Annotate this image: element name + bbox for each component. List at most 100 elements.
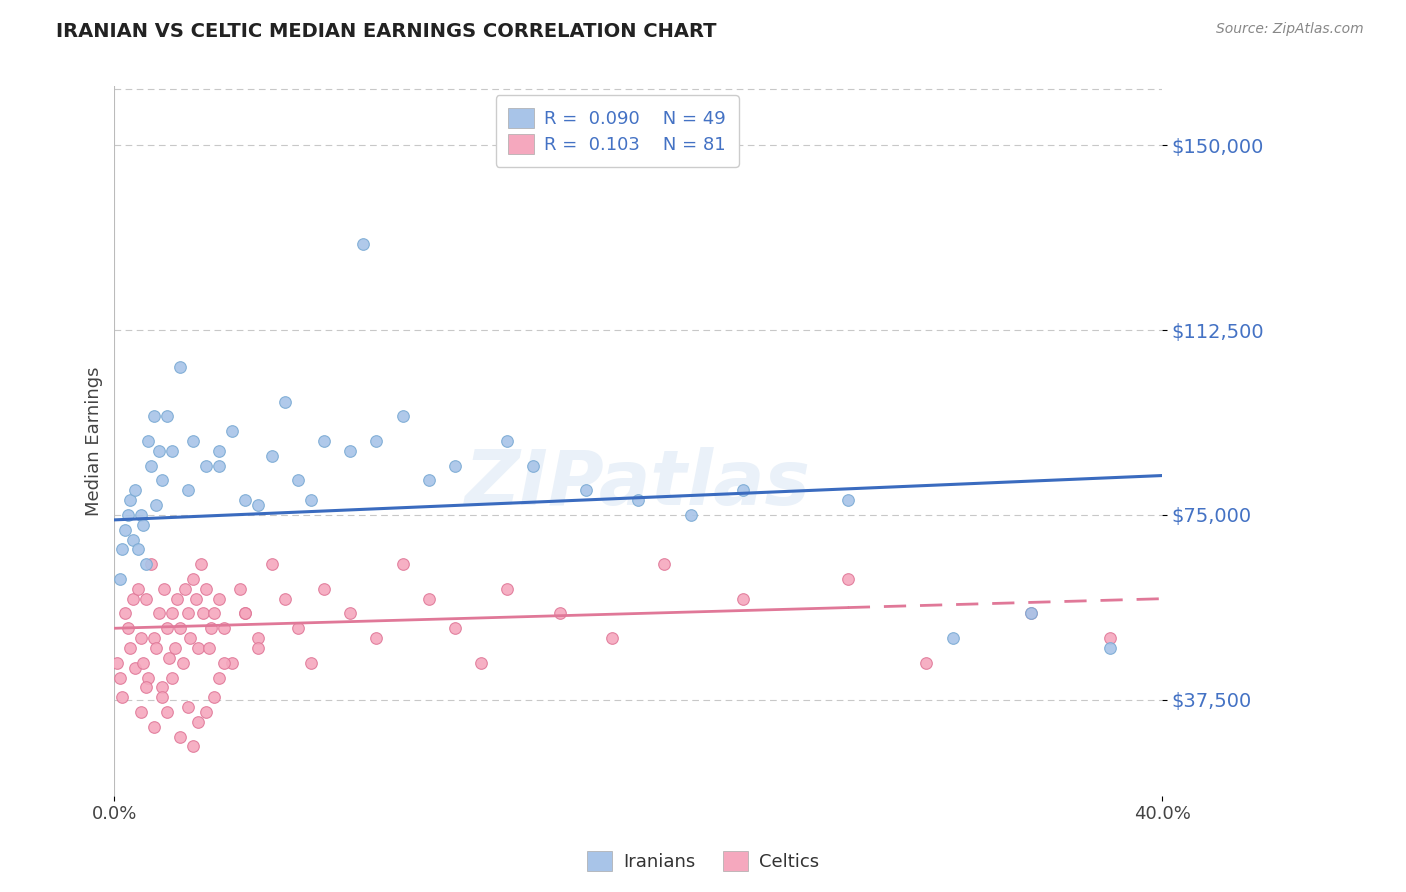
Point [138,434,160,448]
Point [111,690,134,705]
Point [548,607,571,621]
Point [160,607,183,621]
Point [202,607,225,621]
Point [235,607,257,621]
Point [142,409,165,424]
Point [105,656,128,670]
Point [124,483,146,498]
Point [127,582,149,596]
Point [117,621,139,635]
Point [174,582,197,596]
Point [202,690,225,705]
Point [145,498,167,512]
Legend: Iranians, Celtics: Iranians, Celtics [579,844,827,879]
Point [108,572,131,586]
Point [124,661,146,675]
Point [111,542,134,557]
Point [312,582,335,596]
Point [156,705,179,719]
Point [120,493,142,508]
Point [837,493,859,508]
Point [208,444,231,458]
Point [444,458,467,473]
Legend: R =  0.090    N = 49, R =  0.103    N = 81: R = 0.090 N = 49, R = 0.103 N = 81 [496,95,740,167]
Point [287,621,309,635]
Text: ZIPatlas: ZIPatlas [465,447,811,521]
Point [214,656,236,670]
Point [181,572,204,586]
Point [195,458,218,473]
Point [339,444,361,458]
Point [148,607,170,621]
Point [915,656,938,670]
Point [129,508,152,522]
Point [522,458,544,473]
Point [145,640,167,655]
Point [160,671,183,685]
Point [142,720,165,734]
Point [654,558,676,572]
Point [150,474,173,488]
Point [139,458,162,473]
Point [187,640,209,655]
Point [366,631,388,645]
Point [418,474,440,488]
Y-axis label: Median Earnings: Median Earnings [86,367,103,516]
Point [177,483,200,498]
Point [177,607,200,621]
Point [153,582,176,596]
Point [135,681,157,695]
Point [156,621,179,635]
Point [1098,631,1121,645]
Point [169,730,191,744]
Point [470,656,492,670]
Point [184,591,207,606]
Point [121,533,143,547]
Point [156,409,179,424]
Point [312,434,335,448]
Point [208,458,231,473]
Point [260,558,283,572]
Point [235,607,257,621]
Point [247,640,270,655]
Point [197,640,219,655]
Point [163,640,186,655]
Point [193,607,215,621]
Point [391,409,413,424]
Point [129,631,152,645]
Point [179,631,201,645]
Point [132,517,155,532]
Point [190,558,212,572]
Point [114,607,136,621]
Point [260,449,283,463]
Text: IRANIAN VS CELTIC MEDIAN EARNINGS CORRELATION CHART: IRANIAN VS CELTIC MEDIAN EARNINGS CORREL… [56,22,717,41]
Point [120,640,142,655]
Point [208,591,231,606]
Point [221,656,243,670]
Point [139,558,162,572]
Point [247,498,270,512]
Point [214,621,236,635]
Point [121,591,143,606]
Point [160,444,183,458]
Point [1019,607,1042,621]
Point [148,444,170,458]
Point [299,656,322,670]
Point [942,631,965,645]
Point [129,705,152,719]
Point [181,739,204,754]
Point [496,434,519,448]
Point [172,656,194,670]
Point [627,493,650,508]
Point [235,493,257,508]
Point [108,671,131,685]
Point [187,714,209,729]
Point [135,591,157,606]
Point [208,671,231,685]
Point [273,394,295,409]
Point [339,607,361,621]
Point [273,591,295,606]
Point [157,650,180,665]
Point [679,508,702,522]
Point [195,705,218,719]
